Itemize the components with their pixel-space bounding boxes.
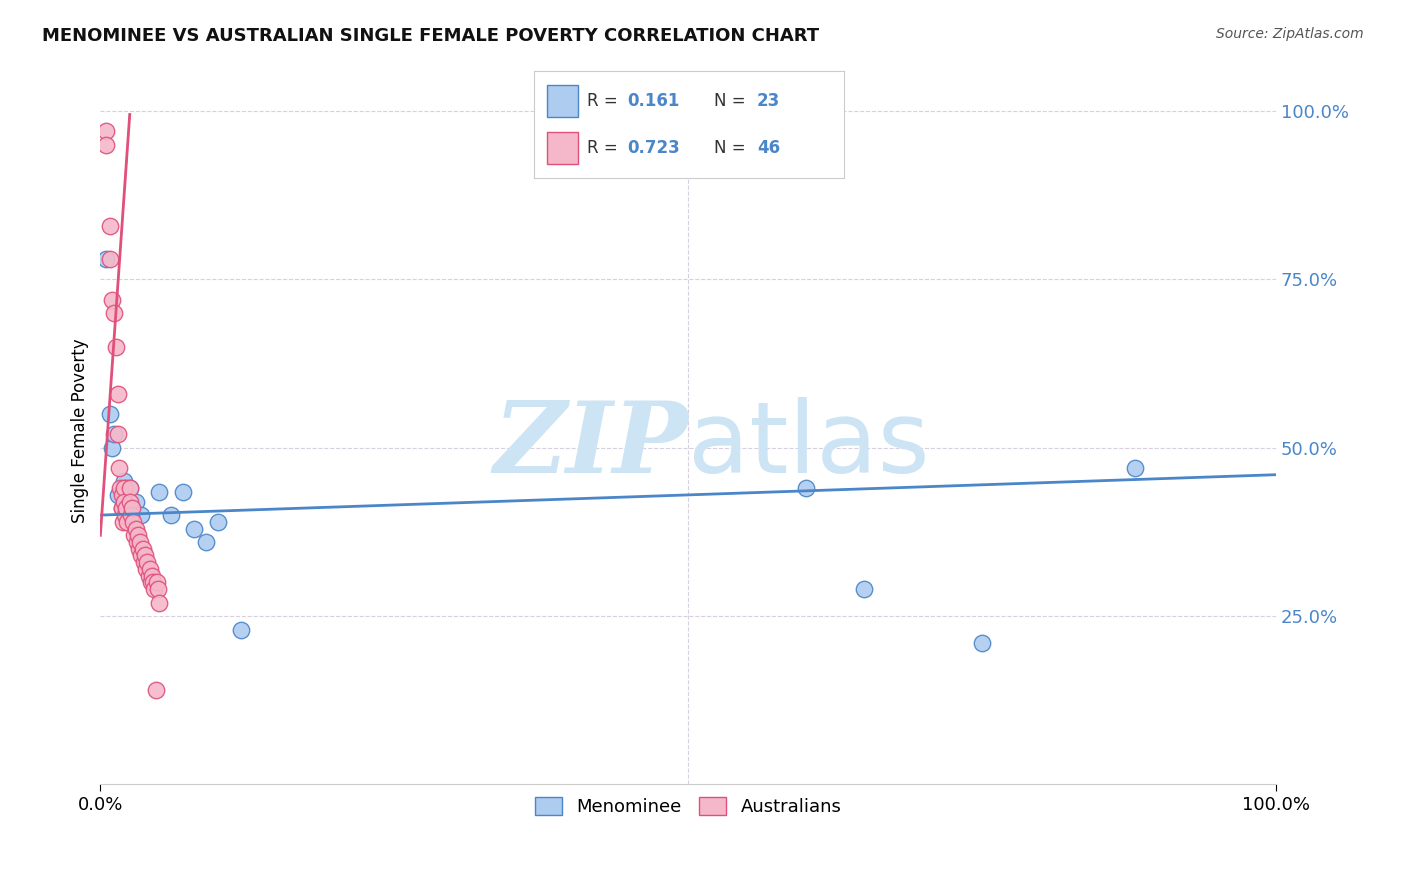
- Point: [132, 555, 155, 569]
- Point: [131, 508, 153, 522]
- Text: N =: N =: [714, 93, 751, 111]
- Point: [138, 568, 160, 582]
- Point: [148, 484, 170, 499]
- Point: [110, 501, 132, 516]
- Point: [108, 461, 131, 475]
- Point: [101, 293, 124, 307]
- Text: 23: 23: [756, 93, 780, 111]
- Point: [146, 575, 169, 590]
- Point: [110, 501, 132, 516]
- Point: [117, 515, 139, 529]
- Point: [114, 508, 136, 522]
- Point: [138, 562, 160, 576]
- Point: [118, 494, 141, 508]
- Y-axis label: Single Female Poverty: Single Female Poverty: [72, 339, 89, 524]
- Point: [110, 488, 132, 502]
- Point: [231, 623, 253, 637]
- Point: [131, 541, 153, 556]
- Point: [146, 582, 169, 596]
- Point: [143, 582, 166, 596]
- Point: [98, 219, 121, 233]
- Text: MENOMINEE VS AUSTRALIAN SINGLE FEMALE POVERTY CORRELATION CHART: MENOMINEE VS AUSTRALIAN SINGLE FEMALE PO…: [42, 27, 820, 45]
- Point: [128, 541, 150, 556]
- Point: [145, 683, 167, 698]
- Text: ZIP: ZIP: [494, 397, 688, 493]
- Point: [1123, 461, 1146, 475]
- Point: [134, 549, 156, 563]
- Point: [118, 481, 141, 495]
- Text: 0.723: 0.723: [627, 139, 681, 157]
- Text: N =: N =: [714, 139, 751, 157]
- Point: [127, 528, 149, 542]
- Point: [124, 522, 146, 536]
- Point: [107, 488, 129, 502]
- Point: [112, 475, 135, 489]
- Point: [124, 494, 146, 508]
- Point: [118, 481, 141, 495]
- Point: [853, 582, 876, 596]
- Point: [104, 340, 127, 354]
- Point: [172, 484, 194, 499]
- Text: atlas: atlas: [688, 397, 929, 493]
- Point: [207, 515, 229, 529]
- Point: [160, 508, 183, 522]
- Point: [103, 306, 125, 320]
- Point: [107, 387, 129, 401]
- Text: Source: ZipAtlas.com: Source: ZipAtlas.com: [1216, 27, 1364, 41]
- Point: [124, 528, 146, 542]
- Point: [183, 522, 205, 536]
- Point: [101, 441, 124, 455]
- Point: [794, 481, 817, 495]
- Point: [115, 501, 138, 516]
- Point: [115, 481, 138, 495]
- Point: [112, 494, 135, 508]
- Point: [135, 562, 157, 576]
- Legend: Menominee, Australians: Menominee, Australians: [526, 788, 851, 825]
- Point: [129, 535, 152, 549]
- Point: [970, 636, 993, 650]
- Point: [195, 535, 218, 549]
- Point: [98, 252, 121, 267]
- Point: [112, 488, 135, 502]
- Point: [121, 501, 143, 516]
- Point: [96, 137, 118, 152]
- Point: [110, 481, 132, 495]
- Point: [96, 124, 118, 138]
- Bar: [547, 86, 578, 118]
- Point: [111, 515, 134, 529]
- Text: 0.161: 0.161: [627, 93, 679, 111]
- Point: [103, 427, 125, 442]
- Text: R =: R =: [586, 139, 623, 157]
- Point: [142, 575, 165, 590]
- Bar: [547, 132, 578, 164]
- Point: [107, 427, 129, 442]
- Point: [120, 508, 142, 522]
- Text: R =: R =: [586, 93, 623, 111]
- Point: [136, 555, 159, 569]
- Point: [112, 481, 135, 495]
- Point: [139, 575, 162, 590]
- Point: [131, 549, 153, 563]
- Point: [148, 596, 170, 610]
- Point: [98, 407, 121, 421]
- Point: [125, 535, 148, 549]
- Text: 46: 46: [756, 139, 780, 157]
- Point: [122, 515, 145, 529]
- Point: [96, 252, 118, 267]
- Point: [141, 568, 163, 582]
